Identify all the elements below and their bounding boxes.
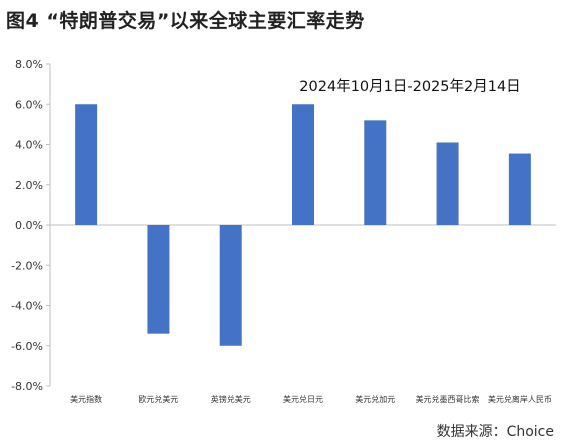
bar: [219, 225, 242, 346]
y-tick-label: 2.0%: [15, 179, 43, 192]
y-tick-label: 6.0%: [15, 98, 43, 111]
y-tick-label: -2.0%: [11, 259, 43, 272]
x-tick-label: 美元指数: [70, 394, 102, 404]
y-tick-label: -4.0%: [11, 300, 43, 313]
bar: [508, 153, 531, 225]
x-tick-label: 欧元兑美元: [138, 394, 178, 404]
y-axis: 8.0% 6.0% 4.0% 2.0% 0.0% -2.0% -4.0% -6.0% -8.0%: [11, 58, 556, 393]
x-tick-label: 美元兑日元: [283, 394, 323, 404]
y-tick-label: 4.0%: [15, 139, 43, 152]
x-tick-label: 美元兑离岸人民币: [488, 394, 552, 404]
bar: [436, 142, 459, 225]
bars: [75, 104, 531, 346]
y-tick-label: -8.0%: [11, 380, 43, 393]
y-tick-label: 0.0%: [15, 219, 43, 232]
y-tick-label: 8.0%: [15, 58, 43, 71]
y-tick-label: -6.0%: [11, 340, 43, 353]
x-tick-label: 美元兑加元: [355, 394, 395, 404]
chart-subtitle: 2024年10月1日-2025年2月14日: [299, 78, 520, 95]
x-axis-labels: 美元指数 欧元兑美元 英镑兑美元 美元兑日元 美元兑加元 美元兑墨西哥比索 美元兑离岸人民币: [70, 394, 552, 404]
figure-title: 图4 “特朗普交易”以来全球主要汇率走势: [6, 10, 365, 32]
bar: [292, 104, 314, 225]
x-tick-label: 英镑兑美元: [211, 394, 251, 404]
data-source: 数据来源：Choice: [436, 424, 554, 440]
bar: [364, 120, 387, 225]
bar: [147, 225, 170, 334]
bar: [75, 104, 98, 225]
x-tick-label: 美元兑墨西哥比索: [416, 394, 480, 404]
